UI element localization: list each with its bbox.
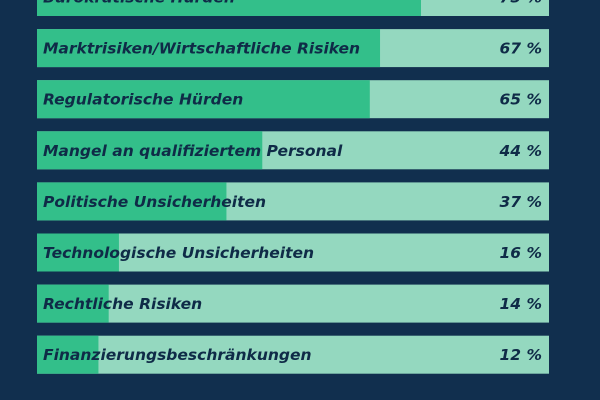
bar-track [37,335,549,374]
bar-row: Mangel an qualifiziertem Personal 44 % [37,131,549,170]
value-label: 12 % [500,346,543,364]
bar-row: Technologische Unsicherheiten 16 % [37,233,549,272]
value-label: 75 % [500,0,543,7]
bar-fill [37,335,99,374]
category-label: Finanzierungsbeschränkungen [43,346,312,364]
bar-row: Bürokratische Hürden 75 % [37,0,549,16]
bar-row: Marktrisiken/Wirtschaftliche Risiken 67 % [37,29,549,68]
value-label: 65 % [500,91,543,109]
bar-fill [37,131,263,170]
bar-fill [37,0,421,16]
category-label: Bürokratische Hürden [43,0,235,7]
bar-row: Finanzierungsbeschränkungen 12 % [37,335,549,374]
bar-track [37,284,549,323]
value-label: 14 % [500,295,543,313]
bar-fill [37,284,109,323]
bar-fill [37,80,370,119]
category-label: Rechtliche Risiken [43,295,202,313]
category-label: Marktrisiken/Wirtschaftliche Risiken [43,40,360,58]
value-label: 37 % [500,193,543,211]
bar-track [37,233,549,272]
value-label: 16 % [500,244,543,262]
bar-row: Regulatorische Hürden 65 % [37,80,549,119]
bar-fill [37,233,119,272]
bar-row: Politische Unsicherheiten 37 % [37,182,549,221]
bar-fill [37,182,227,221]
bar-row: Rechtliche Risiken 14 % [37,284,549,323]
category-label: Politische Unsicherheiten [43,193,266,211]
value-label: 67 % [500,40,543,58]
category-label: Regulatorische Hürden [43,91,243,109]
value-label: 44 % [499,142,543,160]
category-label: Technologische Unsicherheiten [43,244,314,262]
bar-fill [37,29,381,68]
category-label: Mangel an qualifiziertem Personal [43,142,343,160]
